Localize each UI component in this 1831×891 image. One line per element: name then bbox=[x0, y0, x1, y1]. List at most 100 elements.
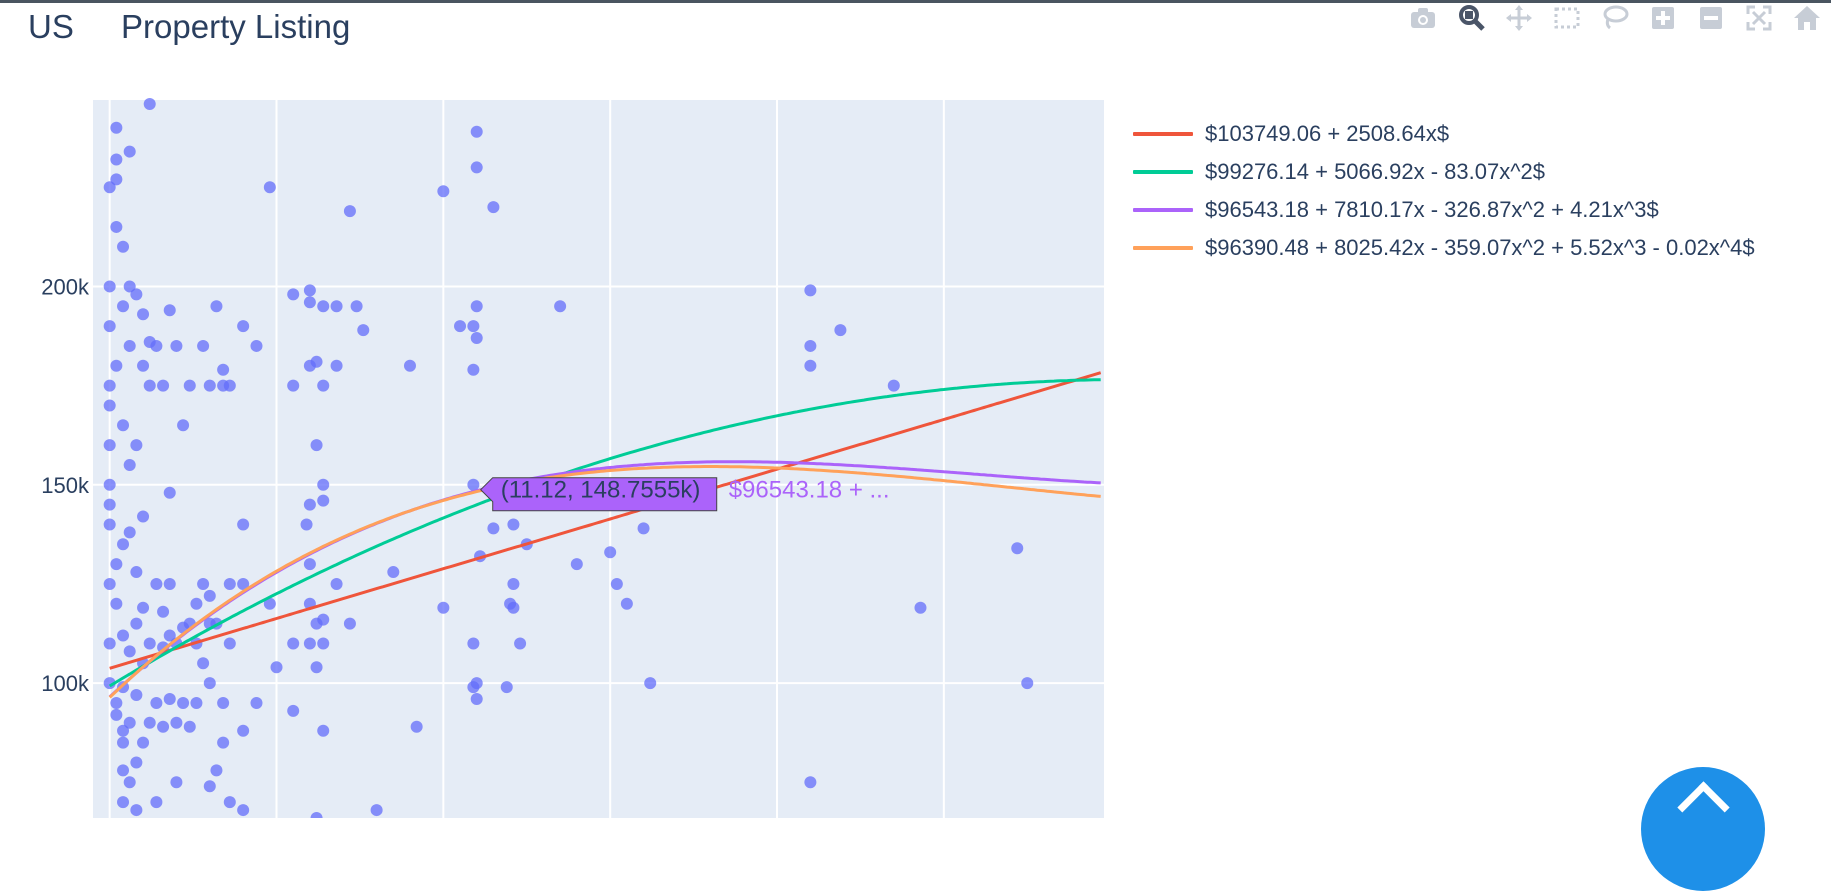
data-point[interactable] bbox=[470, 677, 483, 690]
data-point[interactable] bbox=[103, 379, 116, 392]
data-point[interactable] bbox=[237, 518, 250, 531]
data-point[interactable] bbox=[150, 696, 163, 709]
data-point[interactable] bbox=[437, 185, 450, 198]
data-point[interactable] bbox=[137, 359, 150, 372]
data-point[interactable] bbox=[163, 692, 176, 705]
data-point[interactable] bbox=[117, 300, 130, 313]
data-point[interactable] bbox=[263, 181, 276, 194]
data-point[interactable] bbox=[103, 677, 116, 690]
data-point[interactable] bbox=[103, 518, 116, 531]
data-point[interactable] bbox=[190, 696, 203, 709]
data-point[interactable] bbox=[130, 439, 143, 452]
data-point[interactable] bbox=[103, 181, 116, 194]
data-point[interactable] bbox=[317, 478, 330, 491]
data-point[interactable] bbox=[804, 339, 817, 352]
data-point[interactable] bbox=[110, 220, 123, 233]
data-point[interactable] bbox=[403, 359, 416, 372]
data-point[interactable] bbox=[123, 145, 136, 158]
data-point[interactable] bbox=[130, 288, 143, 301]
data-point[interactable] bbox=[110, 708, 123, 721]
legend-item-4[interactable]: $96390.48 + 8025.42x - 359.07x^2 + 5.52x… bbox=[1133, 229, 1755, 267]
data-point[interactable] bbox=[103, 637, 116, 650]
data-point[interactable] bbox=[203, 677, 216, 690]
data-point[interactable] bbox=[117, 240, 130, 253]
legend-item-3[interactable]: $96543.18 + 7810.17x - 326.87x^2 + 4.21x… bbox=[1133, 191, 1755, 229]
data-point[interactable] bbox=[143, 97, 156, 110]
data-point[interactable] bbox=[197, 339, 210, 352]
data-point[interactable] bbox=[507, 577, 520, 590]
data-point[interactable] bbox=[317, 379, 330, 392]
data-point[interactable] bbox=[303, 558, 316, 571]
data-point[interactable] bbox=[500, 681, 513, 694]
data-point[interactable] bbox=[163, 629, 176, 642]
data-point[interactable] bbox=[103, 320, 116, 333]
data-point[interactable] bbox=[163, 486, 176, 499]
data-point[interactable] bbox=[287, 704, 300, 717]
data-point[interactable] bbox=[343, 205, 356, 218]
data-point[interactable] bbox=[110, 359, 123, 372]
data-point[interactable] bbox=[123, 339, 136, 352]
reset-axes-home-icon[interactable] bbox=[1783, 4, 1831, 32]
data-point[interactable] bbox=[303, 637, 316, 650]
data-point[interactable] bbox=[137, 510, 150, 523]
data-point[interactable] bbox=[804, 776, 817, 789]
data-point[interactable] bbox=[644, 677, 657, 690]
data-point[interactable] bbox=[163, 304, 176, 317]
data-point[interactable] bbox=[317, 637, 330, 650]
data-point[interactable] bbox=[190, 597, 203, 610]
data-point[interactable] bbox=[110, 696, 123, 709]
data-point[interactable] bbox=[300, 518, 313, 531]
data-point[interactable] bbox=[303, 296, 316, 309]
data-point[interactable] bbox=[237, 577, 250, 590]
data-point[interactable] bbox=[1021, 677, 1034, 690]
data-point[interactable] bbox=[197, 657, 210, 670]
data-point[interactable] bbox=[123, 458, 136, 471]
data-point[interactable] bbox=[330, 359, 343, 372]
data-point[interactable] bbox=[117, 629, 130, 642]
lasso-select-icon[interactable] bbox=[1591, 4, 1639, 32]
data-point[interactable] bbox=[103, 577, 116, 590]
data-point[interactable] bbox=[110, 153, 123, 166]
legend-item-2[interactable]: $99276.14 + 5066.92x - 83.07x^2$ bbox=[1133, 153, 1755, 191]
data-point[interactable] bbox=[487, 522, 500, 535]
data-point[interactable] bbox=[570, 558, 583, 571]
zoom-icon[interactable] bbox=[1447, 4, 1495, 32]
data-point[interactable] bbox=[117, 724, 130, 737]
data-point[interactable] bbox=[263, 597, 276, 610]
data-point[interactable] bbox=[117, 764, 130, 777]
data-point[interactable] bbox=[467, 478, 480, 491]
data-point[interactable] bbox=[237, 724, 250, 737]
data-point[interactable] bbox=[177, 419, 190, 432]
data-point[interactable] bbox=[303, 498, 316, 511]
data-point[interactable] bbox=[470, 125, 483, 138]
data-point[interactable] bbox=[410, 720, 423, 733]
data-point[interactable] bbox=[604, 546, 617, 559]
data-point[interactable] bbox=[317, 300, 330, 313]
data-point[interactable] bbox=[217, 696, 230, 709]
data-point[interactable] bbox=[150, 796, 163, 809]
data-point[interactable] bbox=[454, 320, 467, 333]
data-point[interactable] bbox=[287, 637, 300, 650]
data-point[interactable] bbox=[130, 566, 143, 579]
data-point[interactable] bbox=[343, 617, 356, 630]
data-point[interactable] bbox=[117, 736, 130, 749]
data-point[interactable] bbox=[157, 605, 170, 618]
data-point[interactable] bbox=[170, 339, 183, 352]
data-point[interactable] bbox=[387, 566, 400, 579]
data-point[interactable] bbox=[317, 494, 330, 507]
pan-icon[interactable] bbox=[1495, 4, 1543, 32]
data-point[interactable] bbox=[350, 300, 363, 313]
data-point[interactable] bbox=[470, 332, 483, 345]
data-point[interactable] bbox=[514, 637, 527, 650]
data-point[interactable] bbox=[117, 796, 130, 809]
data-point[interactable] bbox=[287, 288, 300, 301]
data-point[interactable] bbox=[1011, 542, 1024, 555]
data-point[interactable] bbox=[317, 724, 330, 737]
data-point[interactable] bbox=[223, 796, 236, 809]
data-point[interactable] bbox=[620, 597, 633, 610]
data-point[interactable] bbox=[157, 720, 170, 733]
data-point[interactable] bbox=[103, 280, 116, 293]
data-point[interactable] bbox=[303, 284, 316, 297]
data-point[interactable] bbox=[467, 320, 480, 333]
data-point[interactable] bbox=[250, 339, 263, 352]
